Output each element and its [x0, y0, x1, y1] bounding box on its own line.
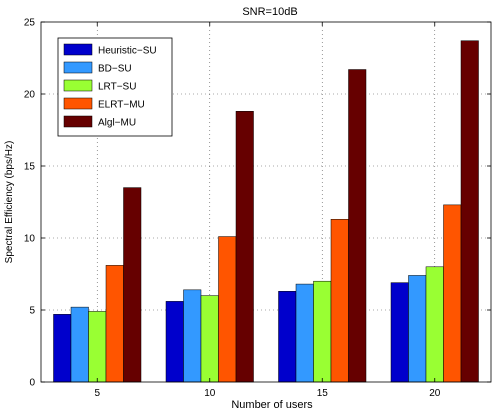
bar [278, 291, 297, 383]
bar [348, 69, 367, 383]
legend-label: BD−SU [98, 64, 132, 75]
bar [70, 306, 89, 383]
bar [165, 301, 184, 383]
bar [425, 266, 444, 383]
legend-label: Heuristic−SU [98, 46, 157, 57]
bar [390, 282, 409, 383]
bar [123, 187, 142, 383]
legend-swatch [63, 79, 93, 92]
bar [235, 111, 254, 383]
bar [200, 295, 219, 383]
bar [53, 314, 72, 383]
plot-frame [40, 21, 492, 383]
x-tick-label: 15 [317, 388, 329, 399]
legend-label: ELRT−MU [98, 100, 145, 111]
bar [88, 311, 107, 383]
bar [183, 289, 202, 383]
y-axis-label: Spectral Efficiency (bps/Hz) [4, 141, 15, 264]
legend-swatch [63, 97, 93, 110]
y-tick-label: 15 [24, 162, 36, 173]
y-tick-label: 20 [24, 90, 36, 101]
legend-label: LRT−SU [98, 82, 136, 93]
x-tick-label: 20 [429, 388, 441, 399]
chart-title: SNR=10dB [242, 6, 297, 18]
x-tick-label: 10 [204, 388, 216, 399]
legend-swatch [63, 115, 93, 128]
y-tick-label: 5 [29, 306, 35, 317]
y-tick-label: 10 [24, 234, 36, 245]
y-tick-label: 25 [24, 18, 36, 29]
bar [313, 280, 332, 383]
bar [105, 265, 124, 383]
legend-swatch [63, 61, 93, 74]
bar [295, 283, 314, 383]
bar [408, 275, 427, 383]
x-axis-label: Number of users [231, 399, 313, 411]
legend-label: Algl−MU [98, 118, 136, 129]
x-tick-label: 5 [94, 388, 100, 399]
bar [460, 40, 479, 383]
y-tick-label: 0 [29, 378, 35, 389]
bar [218, 236, 237, 383]
bar [443, 204, 462, 383]
legend-swatch [63, 43, 93, 56]
bar [330, 219, 349, 383]
